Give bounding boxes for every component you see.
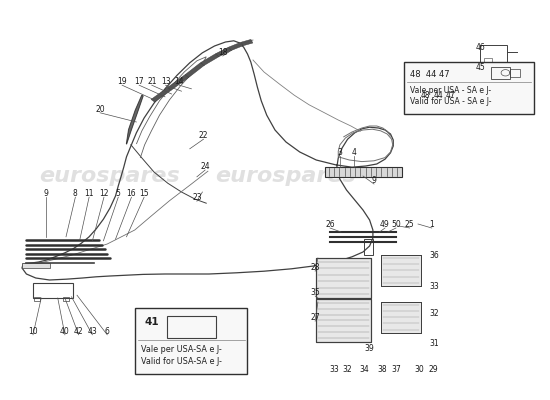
Bar bbox=[381, 255, 421, 286]
Text: 9: 9 bbox=[372, 176, 376, 185]
Text: Valid for USA-SA e J-: Valid for USA-SA e J- bbox=[141, 358, 222, 366]
Text: 32: 32 bbox=[343, 366, 353, 374]
Polygon shape bbox=[126, 95, 143, 144]
Text: 43: 43 bbox=[87, 327, 97, 336]
Text: 26: 26 bbox=[325, 220, 335, 229]
Text: 8: 8 bbox=[73, 190, 78, 198]
Text: 1: 1 bbox=[430, 220, 434, 229]
Text: 30: 30 bbox=[414, 366, 424, 374]
Text: 5: 5 bbox=[116, 190, 120, 198]
Text: 10: 10 bbox=[28, 327, 38, 336]
Text: 48: 48 bbox=[420, 92, 430, 100]
Text: Vale per USA - SA e J-: Vale per USA - SA e J- bbox=[410, 86, 491, 95]
Text: 24: 24 bbox=[200, 162, 210, 171]
Text: 49: 49 bbox=[380, 220, 390, 229]
Bar bbox=[484, 58, 492, 64]
Bar bbox=[33, 283, 73, 298]
Bar bbox=[510, 69, 520, 77]
Text: Vale per USA-SA e J-: Vale per USA-SA e J- bbox=[141, 346, 222, 354]
Text: 25: 25 bbox=[405, 220, 415, 229]
Bar bbox=[491, 67, 510, 79]
Text: 31: 31 bbox=[430, 340, 439, 348]
Bar bbox=[381, 302, 421, 333]
Text: 41: 41 bbox=[145, 317, 160, 327]
Text: 11: 11 bbox=[84, 190, 94, 198]
FancyBboxPatch shape bbox=[135, 308, 248, 374]
Bar bbox=[316, 258, 371, 298]
Text: 34: 34 bbox=[359, 366, 369, 374]
Text: 16: 16 bbox=[126, 190, 136, 198]
Text: 44: 44 bbox=[434, 92, 444, 100]
Text: 23: 23 bbox=[192, 194, 202, 202]
Polygon shape bbox=[216, 47, 232, 57]
Bar bbox=[167, 316, 216, 338]
Bar bbox=[63, 297, 69, 301]
Text: 48  44 47: 48 44 47 bbox=[410, 70, 449, 79]
Text: 46: 46 bbox=[475, 44, 485, 52]
Text: 33: 33 bbox=[430, 282, 439, 291]
Polygon shape bbox=[201, 54, 219, 66]
Text: 6: 6 bbox=[105, 327, 109, 336]
Text: 42: 42 bbox=[74, 327, 84, 336]
Text: 22: 22 bbox=[199, 132, 208, 140]
Text: 20: 20 bbox=[95, 105, 105, 114]
Polygon shape bbox=[185, 63, 205, 77]
Text: 14: 14 bbox=[174, 78, 184, 86]
Bar bbox=[316, 299, 371, 342]
Text: 36: 36 bbox=[430, 252, 439, 260]
Text: 37: 37 bbox=[391, 366, 401, 374]
Polygon shape bbox=[229, 42, 243, 50]
Polygon shape bbox=[168, 75, 189, 90]
Text: 50: 50 bbox=[391, 220, 401, 229]
Text: 35: 35 bbox=[310, 288, 320, 297]
Bar bbox=[364, 239, 373, 255]
Text: 15: 15 bbox=[139, 190, 149, 198]
Text: 3: 3 bbox=[338, 148, 342, 157]
Text: 9: 9 bbox=[43, 190, 48, 198]
Text: Valid for USA - SA e J-: Valid for USA - SA e J- bbox=[410, 98, 491, 106]
Bar bbox=[324, 167, 402, 177]
Text: 32: 32 bbox=[430, 310, 439, 318]
Bar bbox=[34, 297, 40, 301]
Text: 17: 17 bbox=[134, 78, 144, 86]
Bar bbox=[22, 263, 50, 268]
Text: 33: 33 bbox=[329, 366, 339, 374]
Bar bbox=[316, 258, 371, 298]
Text: 4: 4 bbox=[351, 148, 356, 157]
Bar bbox=[316, 299, 371, 342]
Text: 39: 39 bbox=[365, 344, 375, 353]
FancyBboxPatch shape bbox=[404, 62, 534, 114]
Bar bbox=[381, 255, 421, 286]
Text: eurospares: eurospares bbox=[216, 166, 356, 186]
Text: 21: 21 bbox=[147, 78, 157, 86]
Text: 27: 27 bbox=[310, 314, 320, 322]
Polygon shape bbox=[151, 88, 171, 102]
Bar bbox=[480, 45, 507, 68]
Text: 18: 18 bbox=[218, 48, 228, 57]
Text: 45: 45 bbox=[475, 64, 485, 72]
Text: eurospares: eurospares bbox=[40, 166, 180, 186]
Text: 19: 19 bbox=[117, 78, 127, 86]
Text: 47: 47 bbox=[446, 92, 456, 100]
Text: 12: 12 bbox=[99, 190, 109, 198]
Polygon shape bbox=[241, 40, 253, 46]
Text: 38: 38 bbox=[377, 366, 387, 374]
Text: 28: 28 bbox=[310, 264, 320, 272]
Text: 29: 29 bbox=[428, 366, 438, 374]
Bar bbox=[381, 302, 421, 333]
Text: 40: 40 bbox=[60, 327, 70, 336]
Text: 13: 13 bbox=[161, 78, 170, 86]
